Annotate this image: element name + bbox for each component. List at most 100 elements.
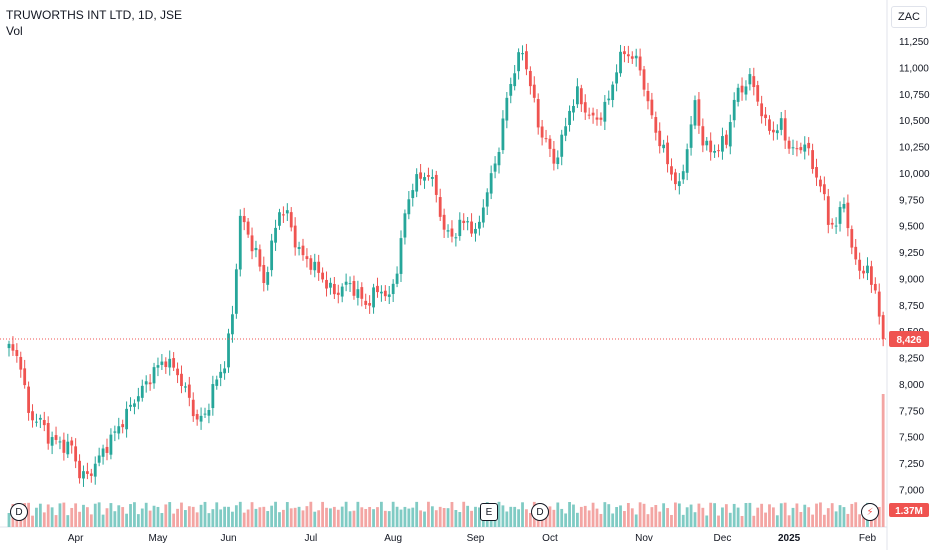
- candle-body: [768, 119, 771, 131]
- volume-bar: [380, 501, 383, 527]
- volume-bar: [313, 511, 317, 527]
- candle-body: [536, 99, 540, 128]
- volume-bar: [705, 515, 709, 527]
- dividend-marker[interactable]: D: [531, 503, 549, 521]
- volume-bar: [556, 502, 560, 527]
- candle-body: [7, 343, 11, 349]
- candle-body: [591, 112, 595, 116]
- candle-body: [352, 281, 356, 296]
- volume-bar: [274, 501, 277, 527]
- candle-body: [756, 85, 760, 102]
- candle-body: [313, 261, 317, 271]
- volume-bar: [129, 504, 132, 527]
- candle-body: [552, 148, 556, 164]
- candle-body: [325, 279, 328, 289]
- volume-bar: [572, 504, 575, 527]
- volume-bar: [82, 504, 85, 527]
- volume-bar: [317, 510, 321, 527]
- volume-bar: [685, 507, 689, 527]
- volume-bar: [615, 507, 618, 527]
- candle-body: [611, 84, 615, 101]
- candle-body: [434, 174, 438, 195]
- volume-bar: [423, 511, 426, 527]
- lightning-icon[interactable]: ⚡: [861, 503, 879, 521]
- volume-bar: [662, 503, 666, 527]
- volume-bar: [748, 502, 752, 527]
- volume-bar: [430, 506, 434, 527]
- candle-body: [528, 70, 532, 87]
- candle-body: [78, 460, 81, 479]
- candle-body: [180, 373, 183, 387]
- volume-bar: [576, 512, 579, 527]
- candle-body: [724, 134, 728, 145]
- candle-body: [462, 220, 466, 224]
- candle-body: [783, 118, 787, 141]
- volume-bar: [579, 506, 583, 527]
- candle-body: [807, 142, 811, 149]
- dividend-marker[interactable]: D: [10, 503, 28, 521]
- volume-bar: [242, 512, 246, 527]
- candle-body: [293, 225, 297, 248]
- candle-body: [168, 358, 172, 368]
- candle-body: [811, 150, 814, 170]
- volume-bar: [42, 512, 46, 527]
- candle-body: [544, 138, 548, 140]
- volume-indicator-label[interactable]: Vol: [6, 24, 23, 38]
- month-tick-label: Dec: [714, 533, 732, 544]
- volume-bar: [850, 503, 854, 527]
- candle-body: [215, 379, 219, 386]
- price-tick-label: 7,500: [899, 433, 924, 444]
- candle-body: [736, 87, 740, 102]
- candle-body: [144, 381, 148, 385]
- volume-bar: [674, 502, 677, 527]
- candle-body: [427, 175, 430, 177]
- candle-body: [46, 423, 50, 444]
- candle-body: [344, 281, 348, 285]
- volume-bar: [105, 508, 109, 527]
- volume-bar: [619, 505, 622, 527]
- volume-bar: [387, 511, 391, 527]
- price-tick-label: 8,750: [899, 301, 924, 312]
- volume-bar: [101, 514, 105, 527]
- volume-bar: [399, 509, 403, 527]
- candle-body: [133, 403, 136, 407]
- candle-body: [623, 51, 626, 55]
- candle-body: [297, 247, 301, 249]
- candle-body: [697, 99, 701, 126]
- volume-bar: [203, 501, 207, 527]
- volume-bar: [332, 506, 336, 527]
- candle-body: [372, 287, 375, 308]
- volume-bar: [372, 509, 375, 527]
- candle-body: [160, 361, 164, 365]
- candle-body: [391, 283, 395, 295]
- volume-bar: [724, 504, 728, 527]
- volume-bar: [670, 514, 673, 527]
- candle-body: [254, 247, 258, 251]
- candle-body: [164, 361, 168, 368]
- candle-body: [509, 84, 513, 96]
- volume-bar: [877, 506, 881, 527]
- candle-body: [748, 74, 752, 85]
- candle-body: [870, 266, 873, 285]
- candle-body: [301, 245, 305, 256]
- volume-bar: [54, 515, 58, 527]
- candle-body: [336, 292, 340, 295]
- candle-body: [862, 270, 865, 274]
- volume-bar: [626, 502, 630, 527]
- candle-body: [583, 102, 587, 113]
- currency-button[interactable]: ZAC: [891, 6, 927, 28]
- candle-body: [701, 126, 705, 146]
- price-tick-label: 8,250: [899, 354, 924, 365]
- volume-bar: [677, 503, 681, 527]
- volume-bar: [721, 507, 724, 527]
- candle-body: [881, 315, 885, 340]
- volume-bar: [156, 506, 160, 527]
- candle-body: [619, 51, 622, 74]
- volume-bar: [517, 509, 520, 527]
- candle-body: [258, 249, 262, 267]
- volume-bar: [474, 506, 477, 527]
- earnings-marker[interactable]: E: [480, 503, 498, 521]
- volume-bar: [262, 506, 266, 527]
- volume-bar: [66, 515, 70, 527]
